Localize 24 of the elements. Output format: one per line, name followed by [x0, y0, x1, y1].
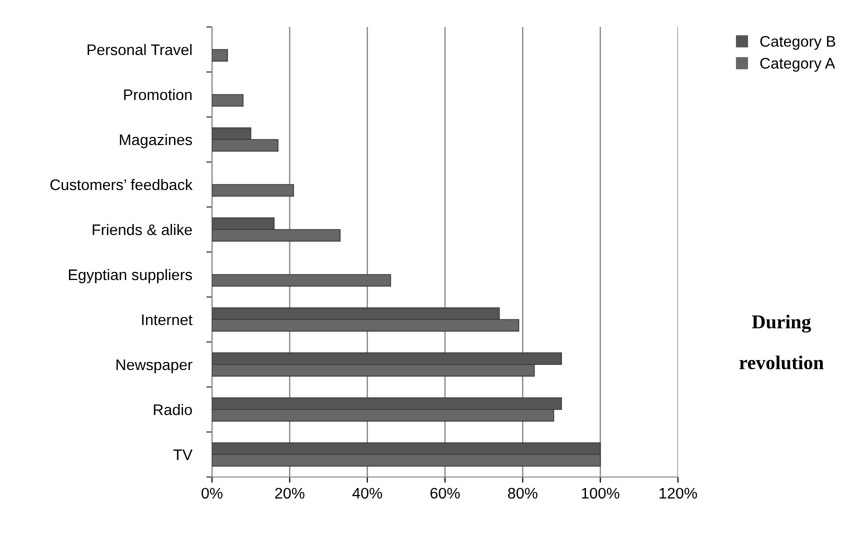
y-tick-label: Internet [142, 314, 192, 326]
bar [212, 184, 294, 197]
x-tick-label: 100% [582, 488, 620, 499]
bar [212, 49, 228, 62]
bar [212, 94, 244, 107]
y-tick-label: Magazines [120, 134, 192, 148]
x-tick-label: 0% [202, 488, 222, 499]
y-tick-label: Promotion [124, 88, 192, 100]
x-tick-label: 40% [352, 488, 382, 499]
legend-label: Category B [760, 36, 836, 50]
y-tick-label: Customers’ feedback [50, 178, 193, 190]
text: During revolution [739, 314, 824, 370]
bar [212, 274, 392, 287]
y-tick-label: Newspaper [116, 360, 192, 374]
y-tick-label: TV [173, 450, 192, 460]
y-tick-label: Radio [154, 404, 192, 416]
x-tick-label: 20% [275, 488, 304, 499]
x-tick-label: 80% [508, 488, 538, 499]
legend-label: Category A [760, 58, 836, 72]
x-tick-label: 120% [660, 488, 697, 499]
y-tick-label: Friends & alike [92, 224, 192, 236]
x-tick-label: 60% [430, 488, 460, 499]
y-tick-label: Egyptian suppliers [68, 268, 192, 284]
y-tick-label: Personal Travel [88, 44, 192, 56]
